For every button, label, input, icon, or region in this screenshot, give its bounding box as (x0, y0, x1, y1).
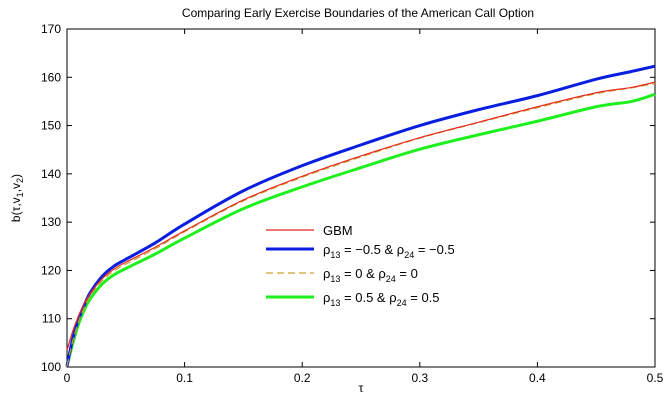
y-tick-label: 170 (41, 22, 61, 36)
y-tick-label: 120 (41, 263, 61, 277)
y-tick-label: 110 (42, 312, 61, 326)
y-tick-label: 140 (41, 167, 61, 181)
x-tick-label: 0.4 (529, 371, 546, 385)
x-tick-label: 0.5 (647, 371, 664, 385)
x-tick-label: 0.3 (411, 371, 428, 385)
series-line-1 (65, 64, 656, 367)
legend-label-2: ρ13 = 0 & ρ24 = 0 (323, 266, 418, 284)
legend-label-0: GBM (323, 223, 353, 238)
x-tick-label: 0 (64, 371, 71, 385)
legend-label-1: ρ13 = −0.5 & ρ24 = −0.5 (323, 242, 455, 260)
axis-ticks (66, 28, 656, 368)
legend-label-3: ρ13 = 0.5 & ρ24 = 0.5 (323, 290, 440, 308)
series-line-3 (65, 92, 656, 367)
y-tick-labels: 100 110 120 130 140 150 160 170 (41, 22, 61, 374)
y-tick-label: 130 (41, 215, 61, 229)
chart-title: Comparing Early Exercise Boundaries of t… (182, 6, 534, 20)
y-tick-label: 160 (41, 70, 61, 84)
plot-area (66, 28, 656, 368)
x-axis-label: τ (359, 381, 364, 395)
y-tick-label: 100 (41, 360, 61, 374)
series-line-0 (66, 81, 656, 351)
legend: GBM ρ13 = −0.5 & ρ24 = −0.5 ρ13 = 0 & ρ24 … (266, 223, 455, 308)
y-tick-label: 150 (41, 119, 61, 133)
x-tick-label: 0.1 (176, 371, 193, 385)
x-tick-labels: 0 0.1 0.2 0.3 0.4 0.5 (64, 371, 664, 385)
x-tick-label: 0.2 (294, 371, 311, 385)
series-lines (65, 64, 656, 367)
y-axis-label: b(τ,v1,v2) (9, 174, 25, 222)
series-line-2 (66, 82, 656, 367)
